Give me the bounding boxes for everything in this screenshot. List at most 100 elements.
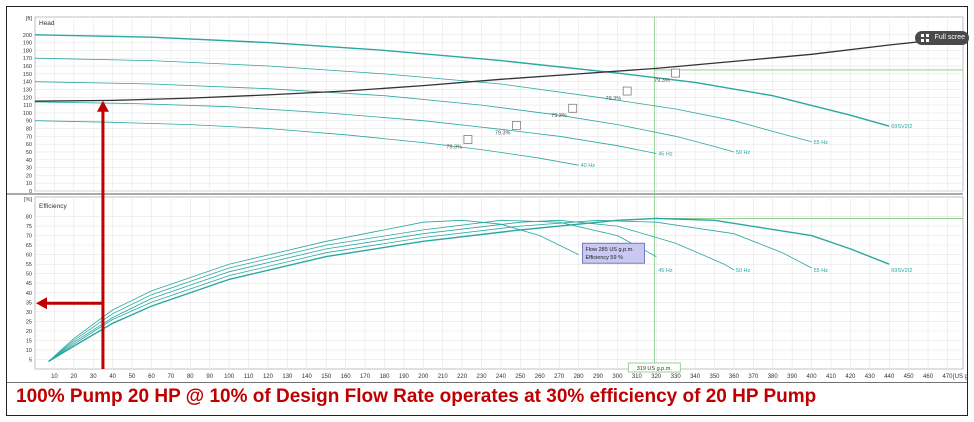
head-curve-series bbox=[34, 34, 890, 127]
x-tick-label: 40 bbox=[109, 374, 116, 380]
tooltip-box bbox=[582, 242, 645, 264]
bep-label: 79.3% bbox=[446, 144, 462, 150]
x-tick-label: 450 bbox=[904, 374, 915, 380]
bep-marker bbox=[568, 103, 578, 113]
bep-label: 79.3% bbox=[654, 78, 670, 84]
fullscreen-button[interactable]: Full scree bbox=[915, 31, 969, 45]
x-tick-label: 460 bbox=[923, 374, 934, 380]
efficiency-curve-series bbox=[48, 217, 890, 362]
head-curve-label: 69SV2/2 bbox=[891, 124, 912, 130]
x-tick-label: 80 bbox=[187, 374, 194, 380]
flow-arrow-head bbox=[96, 100, 109, 112]
x-tick-label: 30 bbox=[90, 374, 97, 380]
chart-frame: 10 20 30 40 50 60 70 80 90 100 110 120 130 140 150 160 1… bbox=[6, 6, 969, 416]
x-tick-label: 360 bbox=[729, 374, 740, 380]
x-tick-label: 370 bbox=[748, 374, 759, 380]
pump-curve-chart: 10 20 30 40 50 60 70 80 90 100 110 120 130 140 150 160 1… bbox=[7, 16, 967, 383]
eff-y-tick-label: 75 bbox=[26, 224, 32, 230]
head-y-tick-label: 130 bbox=[23, 87, 32, 93]
cursor-readout: 319 US g.p.m. bbox=[637, 366, 673, 372]
bep-marker bbox=[622, 86, 632, 96]
x-tick-label: 240 bbox=[496, 374, 507, 380]
eff-y-tick-label: 60 bbox=[26, 253, 32, 259]
x-tick-label: 150 bbox=[321, 374, 332, 380]
head-curve-series bbox=[34, 81, 735, 153]
efficiency-curve-series bbox=[48, 219, 579, 362]
bep-label: 79.3% bbox=[495, 130, 511, 136]
eff-y-tick-label: 70 bbox=[26, 234, 32, 240]
head-y-tick-label: 70 bbox=[26, 134, 32, 140]
head-curve-series bbox=[34, 101, 657, 154]
x-tick-label: 260 bbox=[535, 374, 546, 380]
bep-label: 79.3% bbox=[551, 113, 567, 119]
x-tick-label: 130 bbox=[282, 374, 293, 380]
x-axis-unit-label: [US g bbox=[953, 374, 967, 380]
eff-y-tick-label: 15 bbox=[26, 338, 32, 344]
x-tick-label: 470 bbox=[942, 374, 953, 380]
x-tick-label: 340 bbox=[690, 374, 701, 380]
eff-curve-label: 55 Hz bbox=[814, 268, 829, 274]
eff-y-tick-label: 20 bbox=[26, 329, 32, 335]
bep-label: 79.3% bbox=[606, 96, 622, 102]
x-tick-label: 420 bbox=[845, 374, 856, 380]
x-tick-label: 280 bbox=[574, 374, 585, 380]
head-plot-area bbox=[34, 16, 964, 192]
cursor-readout-box bbox=[627, 362, 681, 373]
head-curve-series bbox=[34, 57, 812, 143]
eff-y-tick-label: 80 bbox=[26, 215, 32, 221]
head-curve-label: 40 Hz bbox=[581, 163, 596, 169]
x-tick-label: 440 bbox=[884, 374, 895, 380]
x-tick-label: 70 bbox=[168, 374, 175, 380]
head-y-tick-label: 190 bbox=[23, 41, 32, 47]
x-tick-label: 430 bbox=[865, 374, 876, 380]
head-y-tick-label: 150 bbox=[23, 72, 32, 78]
eff-y-tick-label: 50 bbox=[26, 272, 32, 278]
x-tick-label: 320 bbox=[651, 374, 662, 380]
bep-marker bbox=[512, 121, 521, 130]
head-y-tick-label: 100 bbox=[23, 111, 32, 117]
x-tick-label: 400 bbox=[807, 374, 818, 380]
head-y-tick-label: 10 bbox=[26, 181, 32, 187]
head-panel-title: Head bbox=[39, 20, 55, 27]
head-curve-label: 55 Hz bbox=[814, 140, 829, 146]
eff-y-tick-label: 10 bbox=[26, 348, 32, 354]
x-tick-label: 170 bbox=[360, 374, 371, 380]
x-tick-label: 100 bbox=[224, 374, 235, 380]
x-tick-label: 120 bbox=[263, 374, 274, 380]
system-curve bbox=[34, 36, 964, 102]
bep-marker bbox=[463, 135, 473, 144]
head-y-unit-label: [ft] bbox=[26, 16, 33, 22]
head-y-tick-label: 50 bbox=[26, 150, 32, 156]
eff-y-tick-label: 65 bbox=[26, 243, 32, 249]
caption: 100% Pump 20 HP @ 10% of Design Flow Rat… bbox=[16, 386, 817, 407]
efficiency-arrow-head bbox=[36, 297, 47, 310]
x-tick-label: 390 bbox=[787, 374, 798, 380]
x-tick-label: 230 bbox=[477, 374, 488, 380]
eff-y-tick-label: 55 bbox=[26, 262, 32, 268]
x-tick-label: 250 bbox=[515, 374, 526, 380]
x-tick-label: 220 bbox=[457, 374, 468, 380]
bep-marker bbox=[671, 68, 680, 78]
eff-curve-label: 69SV2/2 bbox=[891, 268, 912, 274]
eff-y-tick-label: 40 bbox=[26, 291, 32, 297]
x-tick-label: 20 bbox=[70, 374, 77, 380]
eff-y-tick-label: 45 bbox=[26, 281, 32, 287]
head-y-tick-label: 180 bbox=[23, 48, 32, 54]
eff-curve-label: 50 Hz bbox=[736, 268, 751, 274]
eff-curve-label: 45 Hz bbox=[658, 268, 673, 274]
tooltip-flow: Flow 285 US g.p.m. bbox=[585, 247, 634, 253]
head-y-tick-label: 120 bbox=[23, 95, 32, 101]
head-y-tick-label: 170 bbox=[23, 56, 32, 62]
x-tick-label: 10 bbox=[51, 374, 58, 380]
tooltip-efficiency: Efficiency 59 % bbox=[585, 255, 623, 261]
x-tick-label: 180 bbox=[379, 374, 390, 380]
x-tick-label: 310 bbox=[632, 374, 643, 380]
head-curve-series bbox=[34, 120, 579, 166]
x-tick-label: 350 bbox=[709, 374, 720, 380]
x-tick-label: 270 bbox=[554, 374, 565, 380]
efficiency-curve-series bbox=[48, 219, 657, 362]
head-y-tick-label: 20 bbox=[26, 173, 32, 179]
eff-y-unit-label: [%] bbox=[24, 197, 32, 203]
eff-y-tick-label: 35 bbox=[26, 300, 32, 306]
x-tick-label: 330 bbox=[671, 374, 682, 380]
